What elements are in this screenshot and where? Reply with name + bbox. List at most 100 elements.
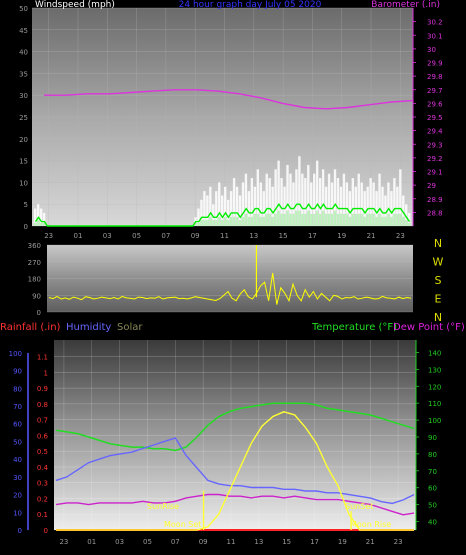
wind-x-tick-label: 11 <box>220 232 229 240</box>
wind-gust-bar <box>203 191 206 226</box>
temp-x-tick-label: 09 <box>199 538 208 546</box>
temp-y-tick-label: 70 <box>428 468 437 476</box>
humidity-y-tick-label: 60 <box>13 421 22 429</box>
wind-light-bar <box>235 216 239 226</box>
temp-y-tick-label: 110 <box>428 400 441 408</box>
baro-y-tick-label: 29.8 <box>427 73 443 81</box>
wind-light-bar <box>39 222 43 226</box>
rain-y-tick-label: 0.4 <box>37 464 49 472</box>
wind-gust-bar <box>256 169 260 226</box>
direction-series <box>48 245 412 305</box>
compass-label: N <box>434 237 442 250</box>
wind-x-tick-label: 17 <box>308 232 317 240</box>
wind-light-bar <box>345 213 349 226</box>
wind-light-bar <box>304 213 307 226</box>
wind-y-tick-label: 20 <box>19 136 28 144</box>
humidity-y-tick-label: 40 <box>13 456 22 464</box>
wind-x-tick-label: 19 <box>337 232 346 240</box>
wind-gust-bar <box>408 212 411 226</box>
temp-y-tick-label: 140 <box>428 349 441 357</box>
wind-gust-bar <box>310 182 313 226</box>
compass-label: N <box>434 311 442 324</box>
wind-x-tick-label: 05 <box>132 232 141 240</box>
humidity-y-tick-label: 100 <box>9 350 22 358</box>
wind-chart-grid <box>32 7 413 227</box>
humidity-y-tick-label: 70 <box>13 403 22 411</box>
rainfall-axis-title: Rainfall (.in) <box>0 322 61 333</box>
baro-y-tick-label: 30.2 <box>427 19 443 27</box>
wind-x-tick-label: 13 <box>249 232 258 240</box>
baro-y-tick-label: 29.9 <box>427 60 443 68</box>
wind-light-bar <box>226 219 230 226</box>
wind-light-bar <box>262 216 265 226</box>
annotation-sunrise: SunRise <box>147 502 179 511</box>
chart-title: 24 hour graph day July 05 2020 <box>179 0 322 10</box>
baro-y-tick-label: 29.4 <box>427 128 443 136</box>
wind-light-bar <box>307 210 310 226</box>
annotation-moonset: Moon Set <box>164 520 201 529</box>
baro-y-tick-label: 29.2 <box>427 155 443 163</box>
solar-line <box>56 411 414 531</box>
wind-light-bar <box>229 216 233 226</box>
wind-gust-bar <box>381 186 384 226</box>
wind-light-bar <box>295 210 298 226</box>
wind-gust-bar <box>238 195 242 226</box>
wind-light-bar <box>330 213 334 226</box>
wind-gust-bar <box>375 191 378 226</box>
compass-label: W <box>433 256 444 269</box>
barometer-series <box>44 89 414 110</box>
wind-gust-bar <box>197 208 200 226</box>
wind-light-bar <box>366 213 369 226</box>
wind-gust-bar <box>42 212 46 226</box>
rain-y-tick-label: 0.1 <box>37 511 48 519</box>
wind-gust-bar <box>268 178 271 226</box>
wind-light-bar <box>405 219 408 226</box>
baro-y-tick-label: 29.3 <box>427 141 443 149</box>
temp-y-tick-label: 80 <box>428 451 437 459</box>
temperature-line <box>55 402 415 452</box>
wind-y-tick-label: 50 <box>19 5 28 13</box>
humidity-y-tick-label: 90 <box>13 368 22 376</box>
wind-light-bar <box>212 219 215 226</box>
wind-light-bar <box>215 219 218 226</box>
temp-y-tick-label: 40 <box>428 519 437 527</box>
wind-light-bar <box>360 213 363 226</box>
rain-y-tick-label: 0.9 <box>37 385 48 393</box>
wind-light-bar <box>247 216 251 226</box>
wind-gust-bar <box>223 186 227 226</box>
temp-y-tick-label: 90 <box>428 434 437 442</box>
temp-x-tick-label: 01 <box>87 538 96 546</box>
humidity-y-tick-label: 80 <box>13 385 22 393</box>
wind-light-bar <box>206 219 209 226</box>
wind-x-tick-label: 21 <box>367 232 376 240</box>
wind-gust-bar <box>235 186 239 226</box>
wind-gust-bar <box>232 178 236 226</box>
temp-x-tick-label: 07 <box>171 538 180 546</box>
baro-y-tick-label: 29 <box>427 182 436 190</box>
wind-gust-bar <box>250 178 254 226</box>
wind-light-bar <box>238 219 242 226</box>
dewpoint-axis-title: Dew Point (°F) <box>393 322 465 333</box>
wind-gust-bar <box>265 173 268 226</box>
rain-y-tick-label: 0.8 <box>37 401 48 409</box>
compass-label: E <box>435 293 442 306</box>
wind-gust-bar <box>372 182 375 226</box>
wind-x-tick-label: 23 <box>396 232 405 240</box>
barometer-line <box>44 89 414 110</box>
wind-chart-axes: 0510152025303540455028.828.92929.129.229… <box>19 5 443 240</box>
temp-x-tick-label: 19 <box>338 538 347 546</box>
baro-y-tick-label: 30 <box>427 46 436 54</box>
wind-gust-bar <box>339 186 343 226</box>
wind-light-bar <box>408 222 411 226</box>
wind-light-bar <box>324 213 328 226</box>
wind-light-bar <box>342 213 346 226</box>
wind-light-bar <box>336 213 340 226</box>
humidity-axis-title: Humidity <box>66 322 111 333</box>
wind-light-bar <box>313 213 316 226</box>
humidity-line <box>55 437 415 505</box>
wind-light-bar <box>339 213 343 226</box>
wind-light-bar <box>223 216 227 226</box>
wind-light-bar <box>384 216 387 226</box>
wind-light-bar <box>268 213 271 226</box>
direction-y-tick-label: 90 <box>32 292 41 300</box>
